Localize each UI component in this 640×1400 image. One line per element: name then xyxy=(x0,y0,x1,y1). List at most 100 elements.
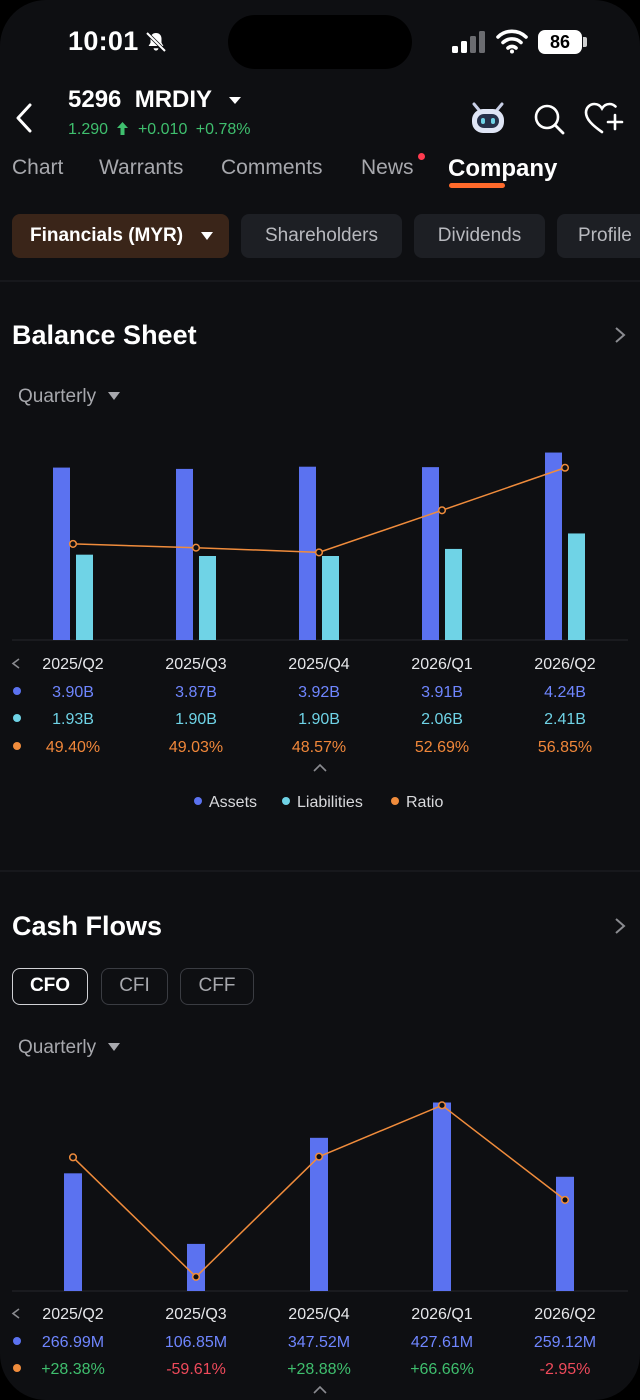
news-unread-dot xyxy=(418,153,425,160)
caret-down-icon[interactable] xyxy=(108,392,120,400)
balance-sheet-title: Balance Sheet xyxy=(12,320,197,350)
tab-chart[interactable]: Chart xyxy=(12,156,64,179)
ratio-point xyxy=(314,548,324,557)
assets-bar xyxy=(545,452,562,640)
caret-down-icon[interactable] xyxy=(228,96,242,106)
assets-bar xyxy=(53,467,70,640)
cash-flows-title: Cash Flows xyxy=(12,911,163,941)
chevron-up-icon[interactable] xyxy=(313,763,327,772)
chip-shareholders[interactable]: Shareholders xyxy=(241,214,402,258)
tab-warrants[interactable]: Warrants xyxy=(99,156,184,179)
cff-button[interactable]: CFF xyxy=(180,968,254,1005)
chip-dividends[interactable]: Dividends xyxy=(414,214,545,258)
value-label: 266.99M xyxy=(42,1334,104,1351)
dynamic-island xyxy=(228,15,412,69)
chevron-right-icon[interactable] xyxy=(614,326,626,344)
value-label: 347.52M xyxy=(288,1334,350,1351)
yoy-point xyxy=(437,1101,447,1110)
period-label: 2025/Q3 xyxy=(165,656,226,673)
status-bar: 10:01 86 xyxy=(0,0,640,80)
active-tab-indicator xyxy=(449,183,505,188)
row-dot xyxy=(13,687,21,695)
stock-title[interactable]: 5296 MRDIY xyxy=(68,86,212,114)
yoy-point xyxy=(560,1195,570,1204)
stock-name: MRDIY xyxy=(134,86,213,113)
cfo-bar xyxy=(64,1173,82,1291)
value-label: +28.88% xyxy=(287,1361,351,1378)
row-dot xyxy=(13,742,21,750)
ratio-point xyxy=(68,539,78,548)
search-icon[interactable] xyxy=(532,102,566,136)
period-label: 2026/Q1 xyxy=(411,1306,472,1323)
yoy-point xyxy=(191,1272,201,1281)
tab-news[interactable]: News xyxy=(361,156,414,179)
battery-tip xyxy=(583,37,587,47)
price-change: +0.010 xyxy=(137,121,188,138)
add-watchlist-heart-icon[interactable] xyxy=(584,102,624,136)
yoy-point xyxy=(314,1152,324,1161)
row-dot xyxy=(13,1364,21,1372)
tab-company[interactable]: Company xyxy=(448,155,558,182)
legend-ratio: Ratio xyxy=(391,794,443,812)
ratio-point xyxy=(560,463,570,472)
value-label: 49.40% xyxy=(46,739,100,756)
balance-period-select[interactable]: Quarterly xyxy=(18,386,97,407)
value-label: 1.90B xyxy=(298,711,340,728)
section-divider xyxy=(0,870,640,872)
legend-label: Assets xyxy=(209,794,258,811)
liabilities-bar xyxy=(76,554,93,640)
chevron-right-icon[interactable] xyxy=(614,917,626,935)
tab-comments[interactable]: Comments xyxy=(221,156,323,179)
row-dot xyxy=(13,1337,21,1345)
legend-dot xyxy=(282,797,290,805)
cfi-button[interactable]: CFI xyxy=(101,968,168,1005)
back-arrow-icon[interactable] xyxy=(12,100,38,136)
value-label: 427.61M xyxy=(411,1334,473,1351)
legend-dot xyxy=(391,797,399,805)
chevron-left-icon[interactable] xyxy=(11,658,20,669)
legend-dot xyxy=(194,797,202,805)
value-label: 106.85M xyxy=(165,1334,227,1351)
value-label: 3.92B xyxy=(298,684,340,701)
value-label: -59.61% xyxy=(166,1361,226,1378)
robot-assistant-icon[interactable] xyxy=(468,100,508,136)
liabilities-bar xyxy=(568,533,585,640)
assets-bar xyxy=(422,467,439,640)
arrow-up-icon xyxy=(116,122,128,135)
ratio-point xyxy=(191,543,201,552)
caret-down-icon xyxy=(201,232,213,240)
chip-profile[interactable]: Profile xyxy=(557,214,640,258)
status-time: 10:01 xyxy=(68,26,139,56)
value-label: 48.57% xyxy=(292,739,346,756)
period-label: 2026/Q2 xyxy=(534,1306,595,1323)
value-label: 2.06B xyxy=(421,711,463,728)
cfo-button[interactable]: CFO xyxy=(12,968,88,1005)
caret-down-icon[interactable] xyxy=(108,1043,120,1051)
cfo-bar xyxy=(433,1102,451,1291)
ratio-point xyxy=(437,506,447,515)
chevron-up-icon[interactable] xyxy=(313,1385,327,1394)
legend-assets: Assets xyxy=(194,794,257,812)
value-label: 49.03% xyxy=(169,739,223,756)
value-label: 1.90B xyxy=(175,711,217,728)
cfo-bar xyxy=(187,1243,205,1291)
legend-label: Liabilities xyxy=(297,794,363,811)
cashflow-period-select[interactable]: Quarterly xyxy=(18,1037,97,1058)
value-label: 259.12M xyxy=(534,1334,596,1351)
value-label: +66.66% xyxy=(410,1361,474,1378)
chevron-left-icon[interactable] xyxy=(11,1308,20,1319)
period-label: 2025/Q4 xyxy=(288,656,349,673)
last-price: 1.290 xyxy=(68,121,109,138)
value-label: 3.90B xyxy=(52,684,94,701)
chip-financials[interactable]: Financials (MYR) xyxy=(12,214,229,258)
period-label: 2026/Q1 xyxy=(411,656,472,673)
period-label: 2025/Q2 xyxy=(42,656,103,673)
value-label: 3.91B xyxy=(421,684,463,701)
ratio-line xyxy=(72,467,566,554)
assets-bar xyxy=(176,468,193,640)
period-label: 2025/Q4 xyxy=(288,1306,349,1323)
quote-line: 1.290 +0.010 +0.78% xyxy=(68,121,255,139)
value-label: 4.24B xyxy=(544,684,586,701)
row-dot xyxy=(13,714,21,722)
